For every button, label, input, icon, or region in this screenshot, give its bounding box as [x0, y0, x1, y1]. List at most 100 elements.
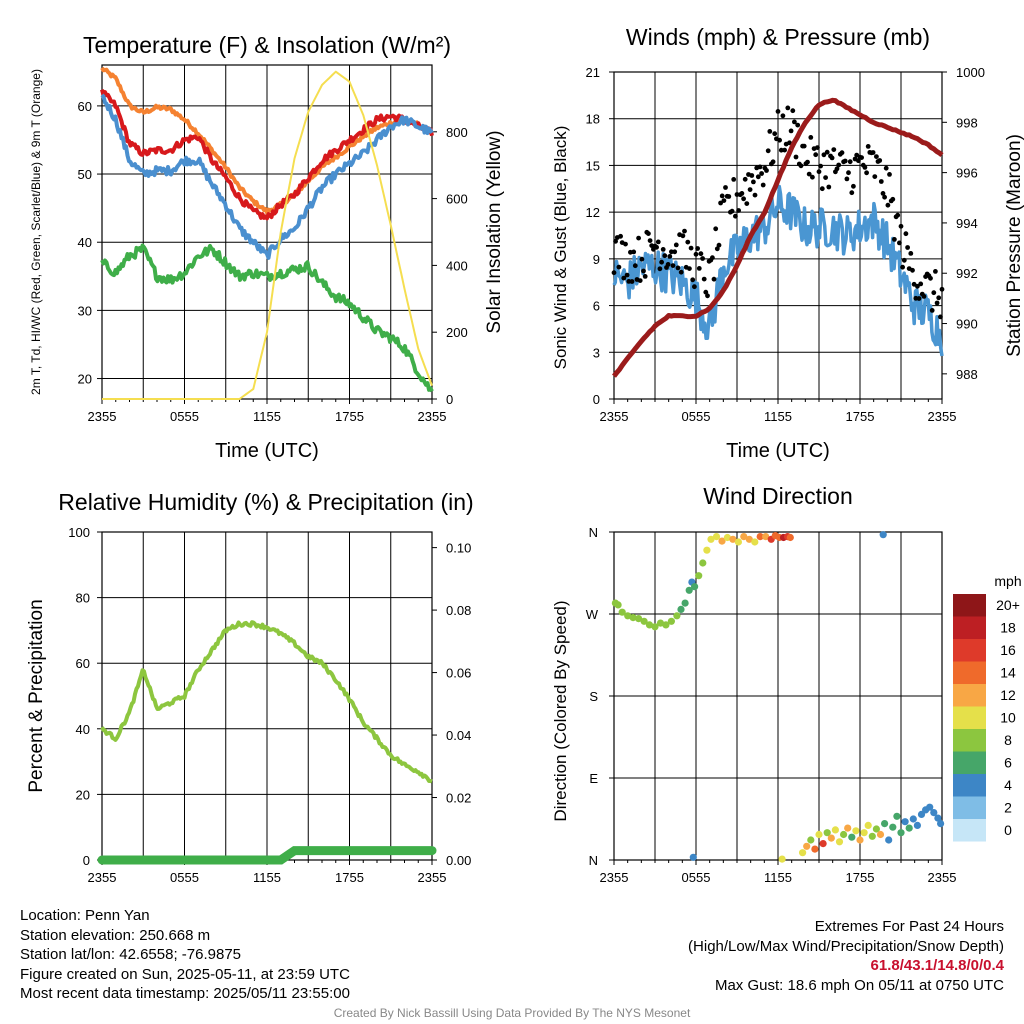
gust-point [834, 166, 840, 172]
direction-point [844, 824, 852, 832]
insolation-line [102, 70, 433, 400]
direction-point [860, 829, 868, 837]
gust-point [723, 185, 728, 190]
gust-point [790, 108, 796, 114]
gust-point [933, 269, 938, 274]
gust-point [703, 289, 709, 295]
station-elevation: Station elevation: 250.668 m [20, 926, 211, 944]
gust-point [624, 272, 630, 278]
gust-point [878, 179, 884, 184]
winds-ytick-label: 12 [586, 205, 600, 220]
gust-point [880, 191, 886, 196]
direction-point [893, 812, 901, 820]
dewpoint-line [100, 243, 434, 393]
direction-xtick-label: 1155 [764, 870, 792, 885]
direction-point [635, 615, 643, 623]
direction-point [823, 829, 831, 837]
temperature-xtick-label: 1755 [335, 409, 364, 424]
insolation-ytick-label: 800 [446, 125, 468, 140]
direction-point [827, 834, 835, 842]
gust-point [675, 265, 681, 271]
colorbar-label: 16 [1000, 642, 1016, 658]
colorbar-swatch [953, 616, 986, 639]
gust-point [670, 263, 676, 268]
direction-point [835, 838, 844, 846]
gust-point [714, 246, 720, 252]
gust-point [744, 201, 750, 207]
direction-point [695, 572, 703, 580]
gust-point [621, 275, 627, 281]
gust-point [836, 162, 842, 168]
winds-xtick-label: 2355 [600, 409, 629, 424]
humidity-ytick-label: 100 [68, 525, 90, 540]
direction-point [881, 820, 889, 828]
gust-point [721, 198, 727, 204]
gust-point [808, 135, 814, 140]
humidity-ylabel: Percent & Precipitation [26, 599, 47, 792]
direction-point [889, 823, 897, 831]
temperature-panel: 2355 0555 1155 1755 2355 Time (UTC) 20 30 40 50 60… [29, 32, 505, 462]
direction-point [868, 832, 876, 840]
humidity-panel: 2355 0555 1155 1755 2355 0 20 40 60 80 100 0.00 0.02… [26, 489, 474, 885]
winds-xlabel: Time (UTC) [726, 440, 830, 462]
gust-point [713, 226, 719, 232]
gust-point [908, 251, 914, 256]
direction-xtick-label: 2355 [600, 870, 629, 885]
gust-point [892, 237, 897, 242]
colorbar-label: 0 [1004, 822, 1012, 838]
gust-point [692, 284, 697, 290]
winds-ylabel: Sonic Wind & Gust (Blue, Black) [551, 126, 570, 370]
gust-point [936, 295, 942, 301]
direction-ytick-label: E [589, 771, 598, 786]
gust-point [870, 150, 876, 155]
insolation-ytick-label: 200 [446, 325, 468, 340]
temperature-ytick-label: 50 [78, 167, 92, 182]
gust-point [710, 255, 715, 261]
colorbar-swatch [953, 706, 986, 729]
gust-point [897, 240, 902, 246]
gust-point [673, 242, 679, 248]
figure-created: Figure created on Sun, 2025-05-11, at 23… [20, 965, 350, 983]
direction-point [799, 849, 807, 857]
colorbar-swatch [953, 639, 986, 662]
gust-point [782, 147, 787, 153]
gust-point [921, 294, 927, 299]
gust-point [646, 231, 651, 237]
direction-point [926, 803, 934, 811]
gust-point [701, 276, 707, 282]
pressure-ytick-label: 1000 [956, 65, 985, 80]
gust-point [901, 257, 907, 263]
colorbar-label: 20+ [996, 597, 1020, 613]
precip-ytick-label: 0.08 [446, 603, 471, 618]
colorbar-label: 14 [1000, 665, 1016, 681]
direction-point [703, 546, 711, 554]
gust-point [900, 264, 905, 270]
winds-ytick-label: 9 [593, 252, 600, 267]
gust-point [726, 194, 732, 199]
gust-point [839, 150, 845, 156]
direction-point [840, 830, 848, 839]
direction-point [819, 840, 827, 848]
winds-ytick-label: 21 [586, 65, 600, 80]
winds-xtick-label: 1755 [846, 409, 875, 424]
gust-point [698, 251, 704, 257]
gust-point [915, 283, 920, 289]
pressure-ytick-label: 990 [956, 317, 978, 332]
gust-point [682, 228, 687, 234]
direction-point [913, 821, 922, 830]
gust-point [929, 308, 935, 313]
direction-point [689, 853, 697, 861]
direction-point [712, 533, 721, 541]
gust-point [826, 184, 832, 190]
gust-point [618, 233, 623, 239]
gust-point [729, 208, 735, 214]
gust-point [687, 266, 692, 271]
gust-point [877, 158, 883, 163]
gust-point [654, 244, 659, 250]
direction-point [729, 535, 737, 543]
gust-point [755, 174, 761, 180]
colorbar-swatch [953, 751, 986, 774]
gust-point [678, 269, 684, 275]
gust-point [831, 147, 837, 153]
gust-point [805, 159, 810, 165]
